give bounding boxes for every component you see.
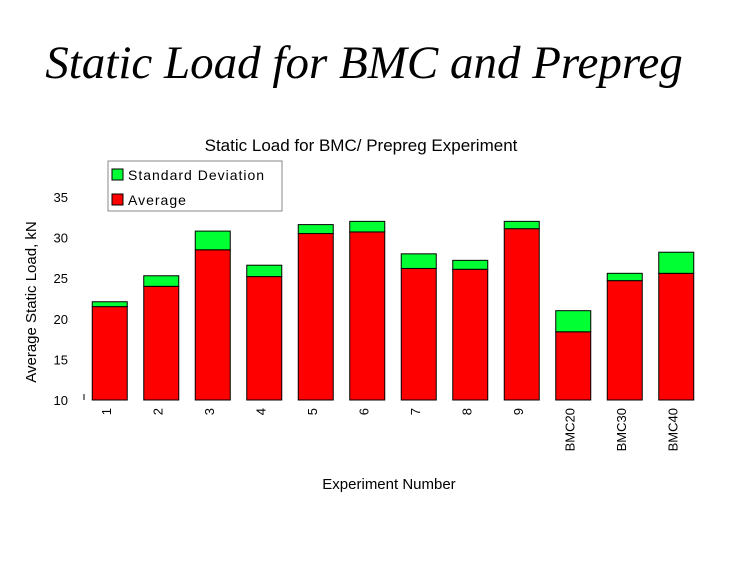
x-tick-label: 7 [408,408,423,415]
bar-std-dev-2 [143,275,180,287]
bar-std-dev-9 [503,220,540,230]
bar-average-9 [503,228,540,401]
x-tick-label: 3 [202,408,217,415]
bar-average-BMC30 [606,280,643,401]
slide-title: Static Load for BMC and Prepreg [45,37,683,89]
bars-group [91,220,695,401]
y-axis-label: Average Static Load, kN [23,221,40,382]
x-tick-label: BMC40 [666,408,681,451]
bar-std-dev-BMC30 [606,272,643,282]
x-tick-label: 2 [151,408,166,415]
x-tick-label: BMC20 [563,408,578,451]
x-tick-label: 5 [305,408,320,415]
bar-average-BMC20 [555,331,592,401]
bar-std-dev-5 [297,224,334,235]
bar-average-3 [194,249,231,401]
y-tick-label: 30 [54,231,68,246]
x-axis-label: Experiment Number [322,476,455,493]
bar-std-dev-6 [349,220,386,233]
bar-std-dev-3 [194,230,231,251]
y-tick-label: 35 [54,190,68,205]
y-tick-label: 10 [54,393,68,408]
bar-average-6 [349,231,386,401]
x-tick-label: 6 [357,408,372,415]
y-tick-label: 15 [54,352,68,367]
y-tick-labels: 10 15 20 25 30 35 [54,190,68,408]
chart-title: Static Load for BMC/ Prepreg Experiment [205,136,518,155]
y-tick-label: 20 [54,312,68,327]
x-tick-label: 8 [460,408,475,415]
x-tick-label: 9 [511,408,526,415]
bar-average-1 [91,306,128,401]
x-tick-labels: 1 2 3 4 5 6 7 8 9 BMC20 BMC30 BMC40 [99,408,681,451]
x-tick-label: 4 [254,408,269,415]
bar-std-dev-1 [91,301,128,308]
legend-label-average: Average [128,192,187,208]
bar-std-dev-BMC20 [555,310,592,333]
bar-std-dev-8 [452,259,489,270]
bar-average-2 [143,285,180,401]
legend: Standard Deviation Average [107,160,283,212]
x-tick-label: 1 [99,408,114,415]
y-tick-label: 25 [54,271,68,286]
legend-label-std-dev: Standard Deviation [128,167,265,183]
legend-swatch-average [111,193,124,206]
bar-std-dev-BMC40 [658,251,695,274]
bar-average-7 [400,267,437,401]
bar-average-5 [297,233,334,401]
bar-average-8 [452,268,489,401]
x-tick-label: BMC30 [614,408,629,451]
bar-average-4 [246,276,283,401]
legend-box [107,160,283,212]
bar-average-BMC40 [658,272,695,401]
bar-std-dev-7 [400,253,437,269]
legend-swatch-std-dev [111,168,124,181]
bar-std-dev-4 [246,264,283,278]
